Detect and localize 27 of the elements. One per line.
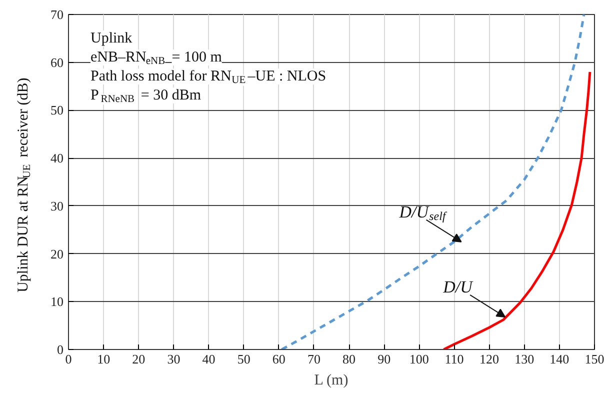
y-tick-label: 0 xyxy=(57,342,64,357)
y-tick-label: 60 xyxy=(50,54,64,70)
x-tick-label: 40 xyxy=(202,352,216,366)
y-tick-label: 40 xyxy=(50,150,64,166)
y-tick-label: 50 xyxy=(50,102,64,118)
x-tick-label: 30 xyxy=(167,352,180,366)
x-tick-label: 20 xyxy=(132,352,146,366)
annotation: Uplink xyxy=(90,30,133,46)
x-tick-label: 100 xyxy=(409,352,429,366)
x-tick-label: 140 xyxy=(550,352,570,366)
line-series xyxy=(280,14,586,350)
y-tick-label: 20 xyxy=(50,246,64,262)
annotation: D/U xyxy=(442,277,474,296)
y-tick-label: 10 xyxy=(50,294,64,310)
y-tick-label: 70 xyxy=(50,7,64,22)
x-tick-label: 50 xyxy=(237,352,250,366)
x-tick-label: 130 xyxy=(514,352,534,366)
y-tick-label: 30 xyxy=(50,198,64,214)
x-tick-label: 60 xyxy=(272,352,286,366)
x-tick-label: 120 xyxy=(480,352,500,366)
x-axis-title: L (m) xyxy=(314,372,348,388)
x-tick-label: 70 xyxy=(307,352,320,366)
x-tick-label: 110 xyxy=(444,352,464,366)
x-tick-label: 10 xyxy=(97,352,110,366)
x-tick-label: 90 xyxy=(378,352,391,366)
x-tick-label: 80 xyxy=(342,352,356,366)
x-tick-label: 150 xyxy=(584,352,604,366)
